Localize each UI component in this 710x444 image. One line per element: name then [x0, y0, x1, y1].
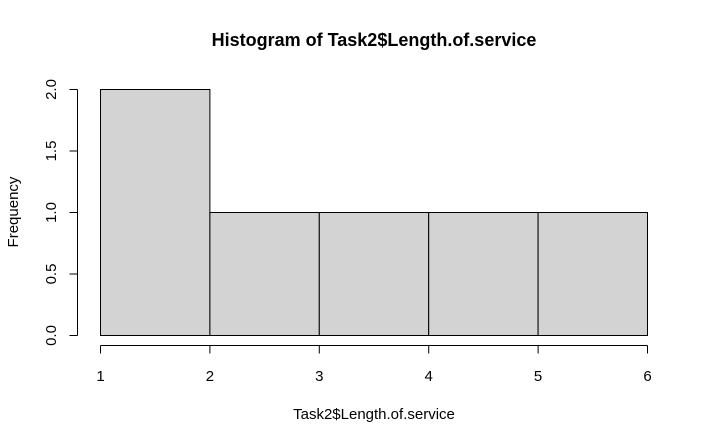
y-tick-label: 0.0	[43, 325, 60, 346]
histogram-bar-3	[318, 212, 430, 336]
y-tick-label: 1.5	[43, 141, 60, 162]
x-axis-label: Task2$Length.of.service	[293, 406, 455, 423]
histogram-bar-1	[100, 89, 211, 336]
histogram-bar-5	[537, 212, 648, 336]
histogram-bar-2	[209, 212, 320, 336]
x-axis: 1 2 3 4 5 6	[96, 345, 652, 385]
histogram-bar-4	[428, 212, 539, 336]
x-tick-label: 2	[206, 368, 214, 385]
bars-group	[100, 89, 648, 336]
y-tick-label: 0.5	[43, 264, 60, 285]
x-tick-label: 1	[96, 368, 104, 385]
x-tick-label: 4	[425, 368, 433, 385]
y-tick-label: 1.0	[43, 202, 60, 223]
y-axis: 0.0 0.5 1.0 1.5 2.0	[43, 79, 78, 346]
x-tick-label: 6	[643, 368, 651, 385]
x-tick-label: 5	[534, 368, 542, 385]
x-tick-label: 3	[315, 368, 323, 385]
y-axis-label: Frequency	[5, 176, 22, 247]
y-tick-label: 2.0	[43, 79, 60, 100]
chart-title: Histogram of Task2$Length.of.service	[212, 30, 537, 50]
